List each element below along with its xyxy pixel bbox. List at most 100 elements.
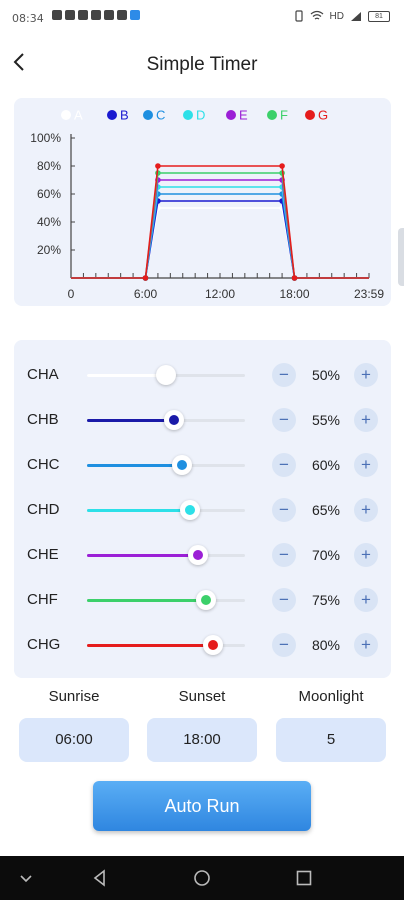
navigation-bar (0, 856, 404, 900)
notification-icon (104, 10, 114, 20)
legend-label: B (120, 108, 129, 123)
notification-icon (117, 10, 127, 20)
y-tick-label: 80% (37, 159, 61, 173)
slider-thumb-dot (168, 415, 179, 425)
y-tick-label: 100% (30, 131, 61, 145)
channel-label: CHA (27, 366, 59, 383)
channel-row: CHG −80% + (14, 630, 391, 660)
x-tick-label: 6:00 (134, 287, 158, 301)
channel-slider[interactable] (87, 545, 245, 565)
slider-fill (87, 464, 182, 467)
slider-fill (87, 374, 166, 377)
channel-percent: 50% (311, 367, 341, 383)
series-line (71, 193, 369, 279)
slider-thumb-dot (208, 640, 219, 650)
increase-button[interactable]: + (354, 633, 378, 657)
sunset-group: Sunset 18:00 (147, 688, 257, 762)
back-arrow-icon[interactable] (10, 50, 30, 74)
notification-icon (65, 10, 75, 20)
channel-row: CHC −60% + (14, 450, 391, 480)
moonlight-label: Moonlight (298, 688, 364, 705)
slider-fill (87, 419, 174, 422)
moonlight-group: Moonlight 5 (276, 688, 386, 762)
decrease-button[interactable]: − (272, 408, 296, 432)
legend-label: D (196, 108, 205, 123)
sunset-input[interactable]: 18:00 (147, 718, 257, 762)
slider-thumb[interactable] (171, 455, 192, 475)
channel-percent: 75% (311, 592, 341, 608)
y-tick-label: 60% (37, 187, 61, 201)
x-tick-label: 18:00 (279, 287, 309, 301)
decrease-button[interactable]: − (272, 498, 296, 522)
schedule-chart-card: A B C D E F G 100% 80% 60% 40% 20% 0 6:00 12:00 18:00 23… (14, 98, 391, 306)
notification-icon (78, 10, 88, 20)
wifi-icon (310, 10, 323, 20)
sunrise-input[interactable]: 06:00 (19, 718, 129, 762)
side-handle[interactable] (398, 228, 404, 286)
slider-thumb[interactable] (195, 590, 216, 610)
slider-thumb[interactable] (187, 545, 208, 565)
slider-thumb[interactable] (179, 500, 200, 520)
channel-percent: 55% (311, 412, 341, 428)
home-icon[interactable] (192, 868, 212, 888)
legend-marker (61, 110, 71, 120)
vibrate-icon (294, 10, 303, 22)
channel-label: CHB (27, 411, 59, 428)
slider-fill (87, 509, 190, 512)
legend-label: G (318, 108, 328, 123)
slider-fill (87, 599, 206, 602)
channel-slider[interactable] (87, 590, 245, 610)
channel-percent: 60% (311, 457, 341, 473)
decrease-button[interactable]: − (272, 543, 296, 567)
increase-button[interactable]: + (354, 408, 378, 432)
decrease-button[interactable]: − (272, 363, 296, 387)
decrease-button[interactable]: − (272, 453, 296, 477)
increase-button[interactable]: + (354, 453, 378, 477)
legend-marker (107, 110, 117, 120)
legend-label: A (74, 108, 83, 123)
channel-slider[interactable] (87, 635, 245, 655)
auto-run-button[interactable]: Auto Run (93, 781, 311, 831)
slider-thumb[interactable] (163, 410, 184, 430)
header: Simple Timer (0, 44, 404, 84)
channel-slider[interactable] (87, 455, 245, 475)
x-tick-label: 12:00 (205, 287, 235, 301)
channel-row: CHD −65% + (14, 495, 391, 525)
series-line (71, 165, 369, 279)
increase-button[interactable]: + (354, 363, 378, 387)
slider-thumb-dot (200, 595, 211, 605)
channels-card: CHA −50% + CHB −55% + CHC −60% + CHD −65% + CHE −70% +… (14, 340, 391, 678)
increase-button[interactable]: + (354, 543, 378, 567)
decrease-button[interactable]: − (272, 588, 296, 612)
decrease-button[interactable]: − (272, 633, 296, 657)
slider-thumb-dot (176, 460, 187, 470)
channel-row: CHF −75% + (14, 585, 391, 615)
collapse-icon[interactable] (16, 868, 36, 888)
increase-button[interactable]: + (354, 588, 378, 612)
series-point (291, 275, 298, 281)
channel-slider[interactable] (87, 410, 245, 430)
series-line (71, 207, 369, 279)
slider-thumb-dot (192, 550, 203, 560)
channel-slider[interactable] (87, 500, 245, 520)
slider-thumb-dot (161, 370, 171, 380)
channel-label: CHE (27, 546, 59, 563)
moonlight-input[interactable]: 5 (276, 718, 386, 762)
legend-marker (183, 110, 193, 120)
signal-icon (351, 11, 361, 21)
notification-icons (52, 10, 140, 20)
sunrise-group: Sunrise 06:00 (19, 688, 129, 762)
time-settings: Sunrise 06:00 Sunset 18:00 Moonlight 5 (0, 688, 404, 768)
increase-button[interactable]: + (354, 498, 378, 522)
recents-icon[interactable] (294, 868, 314, 888)
slider-thumb[interactable] (203, 635, 224, 655)
x-tick-label: 23:59 (354, 287, 384, 301)
legend-label: F (280, 108, 288, 123)
schedule-chart: A B C D E F G 100% 80% 60% 40% 20% 0 6:00 12:00 18:00 23… (30, 108, 384, 302)
channel-slider[interactable] (87, 365, 245, 385)
slider-fill (87, 644, 214, 647)
legend-label: E (239, 108, 248, 123)
channel-label: CHG (27, 636, 61, 653)
slider-thumb[interactable] (156, 365, 176, 385)
back-icon[interactable] (90, 868, 110, 888)
